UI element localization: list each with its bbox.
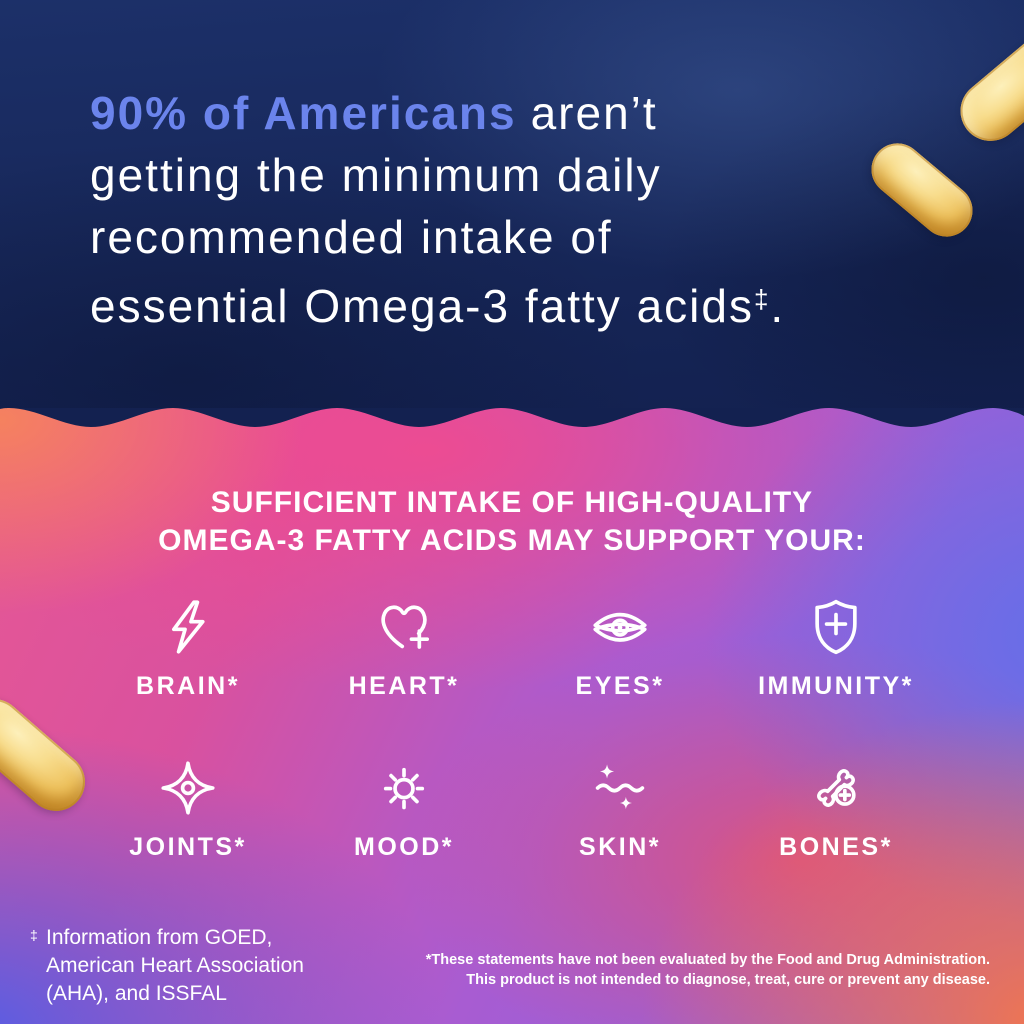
top-navy-section bbox=[0, 0, 1024, 408]
eye-icon bbox=[593, 612, 647, 642]
headline: 90% of Americans aren’t getting the minim… bbox=[90, 82, 950, 337]
bone-plus-icon bbox=[817, 769, 856, 807]
wave-sparkle-icon bbox=[595, 764, 645, 810]
footnote-fda-disclaimer: *These statements have not been evaluate… bbox=[426, 950, 990, 990]
headline-line-1: 90% of Americans aren’t bbox=[90, 82, 950, 144]
benefit-label: BRAIN* bbox=[136, 672, 240, 700]
headline-line-3: recommended intake of bbox=[90, 211, 613, 263]
benefit-eyes: EYES* bbox=[512, 594, 728, 701]
benefits-grid: BRAIN* HEART* EYES* IMMUNITY* bbox=[80, 594, 944, 862]
benefit-label: MOOD* bbox=[354, 833, 454, 861]
benefit-skin: SKIN* bbox=[512, 755, 728, 862]
benefit-label: EYES* bbox=[575, 672, 665, 700]
footnote-sources: ‡ Information from GOED, American Heart … bbox=[30, 924, 304, 1008]
wave-divider bbox=[0, 408, 1024, 427]
benefit-heart: HEART* bbox=[296, 594, 512, 701]
benefit-bones: BONES* bbox=[728, 755, 944, 862]
footnote-sources-line-1: Information from GOED, bbox=[46, 926, 273, 949]
lightning-icon bbox=[172, 600, 205, 654]
headline-line-4: essential Omega-3 fatty acids‡. bbox=[90, 280, 786, 332]
shield-plus-icon bbox=[815, 599, 857, 655]
benefit-mood: MOOD* bbox=[296, 755, 512, 862]
benefit-label: IMMUNITY* bbox=[758, 672, 914, 700]
dagger-mark: ‡ bbox=[753, 284, 771, 314]
benefit-brain: BRAIN* bbox=[80, 594, 296, 701]
sun-icon bbox=[383, 767, 425, 810]
sparkle-icon bbox=[161, 761, 215, 815]
headline-rest: aren’t bbox=[530, 87, 658, 139]
benefit-label: BONES* bbox=[779, 833, 893, 861]
benefit-label: JOINTS* bbox=[129, 833, 247, 861]
footnote-sources-line-2: American Heart Association bbox=[46, 954, 304, 977]
headline-line-2: getting the minimum daily bbox=[90, 149, 662, 201]
benefit-label: SKIN* bbox=[579, 833, 661, 861]
heart-plus-icon bbox=[381, 605, 430, 649]
dagger-footnote-mark: ‡ bbox=[30, 927, 38, 943]
fda-disclaimer-line-1: *These statements have not been evaluate… bbox=[425, 952, 990, 968]
benefit-label: HEART* bbox=[348, 672, 460, 700]
subheading-line-2: OMEGA-3 FATTY ACIDS MAY SUPPORT YOUR: bbox=[158, 524, 866, 557]
benefit-joints: JOINTS* bbox=[80, 755, 296, 862]
subheading-line-1: SUFFICIENT INTAKE OF HIGH-QUALITY bbox=[210, 486, 814, 519]
benefit-immunity: IMMUNITY* bbox=[728, 594, 944, 701]
footnote-sources-line-3: (AHA), and ISSFAL bbox=[46, 982, 227, 1005]
subheading: SUFFICIENT INTAKE OF HIGH-QUALITY OMEGA-… bbox=[0, 484, 1024, 560]
headline-highlight: 90% of Americans bbox=[90, 87, 517, 139]
fda-disclaimer-line-2: This product is not intended to diagnose… bbox=[466, 972, 990, 988]
